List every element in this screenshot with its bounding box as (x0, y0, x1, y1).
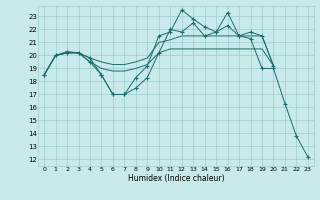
X-axis label: Humidex (Indice chaleur): Humidex (Indice chaleur) (128, 174, 224, 183)
